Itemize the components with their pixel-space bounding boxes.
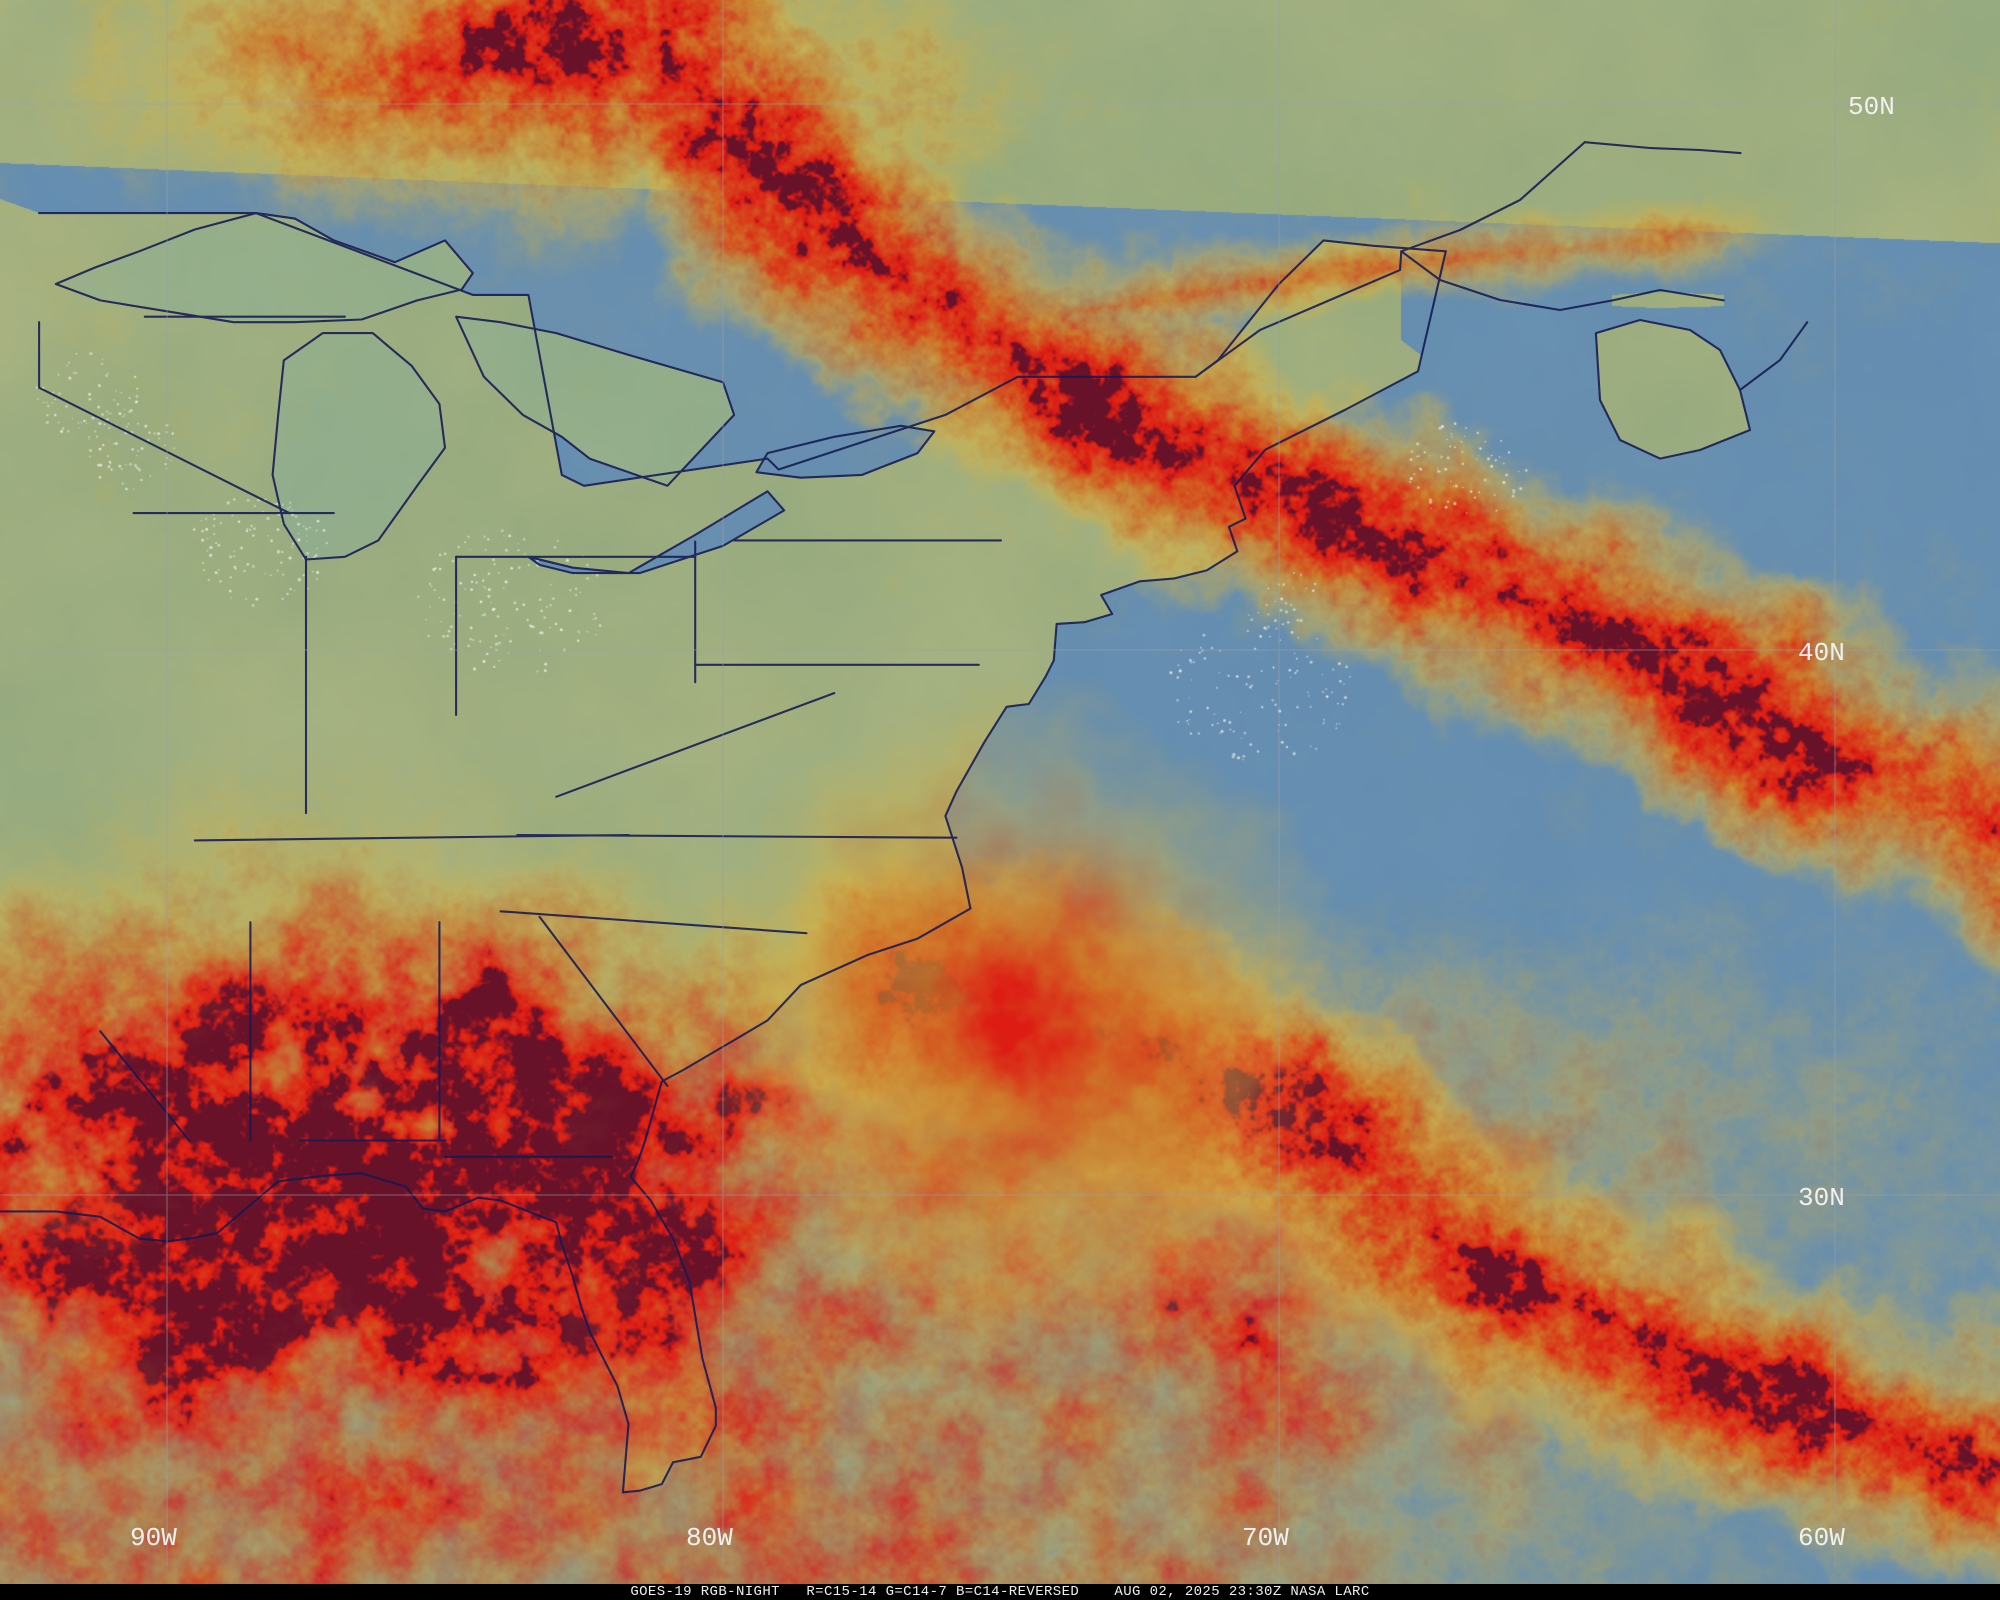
- svg-text:50N: 50N: [1848, 92, 1895, 122]
- svg-text:40N: 40N: [1798, 638, 1845, 668]
- svg-text:30N: 30N: [1798, 1183, 1845, 1213]
- svg-text:70W: 70W: [1242, 1523, 1289, 1553]
- svg-text:80W: 80W: [686, 1523, 733, 1553]
- svg-text:90W: 90W: [130, 1523, 177, 1553]
- svg-text:60W: 60W: [1798, 1523, 1845, 1553]
